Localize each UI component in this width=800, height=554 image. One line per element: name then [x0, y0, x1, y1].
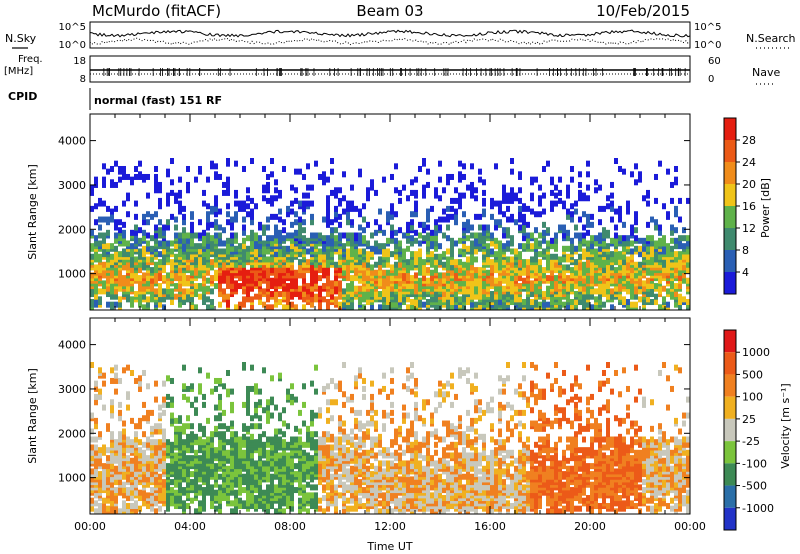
cpid-label: CPID — [8, 90, 37, 103]
colorbar-tick-label: 4 — [742, 266, 749, 279]
y-tick-label: 2000 — [58, 223, 86, 236]
x-tick-label: 16:00 — [474, 520, 506, 533]
colorbar-swatch — [724, 162, 736, 184]
nsky-trace — [89, 29, 691, 46]
colorbar-swatch — [724, 330, 736, 353]
colorbar-tick-label: 500 — [742, 368, 763, 381]
colorbar-tick-label: 100 — [742, 391, 763, 404]
colorbar-tick-label: 24 — [742, 156, 756, 169]
colorbar-tick-label: -1000 — [742, 502, 774, 515]
colorbar-swatch — [724, 250, 736, 272]
nsky-label: N.Sky — [5, 32, 37, 45]
nsearch-label: N.Search — [746, 32, 796, 45]
x-tick-label: 08:00 — [274, 520, 306, 533]
freq-tick-top: 18 — [73, 56, 86, 67]
station-title: McMurdo (fitACF) — [92, 2, 221, 20]
y-tick-label: 2000 — [58, 427, 86, 440]
y-tick-label: 1000 — [58, 472, 86, 485]
colorbar-swatch — [724, 396, 736, 419]
nsky-strip — [89, 21, 691, 49]
freq-strip — [89, 55, 691, 83]
velocity-axes: 1000 2000 3000 4000 00:00 04:00 08:00 12:00 16:0… — [58, 318, 706, 533]
colorbar-swatch — [724, 418, 736, 442]
colorbar-swatch — [724, 184, 736, 206]
freq-label: Freq. — [18, 54, 43, 65]
nsearch-tick-bottom: 10^0 — [694, 40, 721, 51]
nsky-tick-top: 10^5 — [59, 22, 86, 33]
colorbar-swatch — [724, 228, 736, 250]
colorbar-tick-label: 8 — [742, 244, 749, 257]
colorbar-tick-label: 20 — [742, 178, 756, 191]
nave-tick-top: 60 — [708, 56, 721, 67]
colorbar-tick-label: 28 — [742, 134, 756, 147]
nsky-tick-bottom: 10^0 — [59, 40, 86, 51]
y-tick-label: 4000 — [58, 339, 86, 352]
nsearch-tick-top: 10^5 — [694, 22, 721, 33]
colorbar-tick-label: -25 — [742, 435, 760, 448]
y-tick-label: 3000 — [58, 383, 86, 396]
colorbar-swatch — [724, 485, 736, 508]
velocity-colorbar-title: Velocity [m s⁻¹] — [779, 383, 792, 468]
x-tick-label: 00:00 — [74, 520, 106, 533]
colorbar-tick-label: 1000 — [742, 346, 770, 359]
colorbar-swatch — [724, 272, 736, 294]
colorbar-tick-label: -100 — [742, 457, 767, 470]
y-tick-label: 4000 — [58, 135, 86, 148]
power-colorbar-title: Power [dB] — [759, 178, 772, 238]
power-colorbar: 28 24 20 16 12 8 4 — [723, 117, 756, 295]
y-tick-label: 3000 — [58, 179, 86, 192]
colorbar-swatch — [724, 463, 736, 486]
velocity-ylabel: Slant Range [km] — [26, 368, 39, 464]
date-title: 10/Feb/2015 — [596, 2, 690, 20]
colorbar-tick-label: -500 — [742, 480, 767, 493]
beam-title: Beam 03 — [356, 2, 423, 20]
velocity-heatmap — [90, 362, 690, 515]
colorbar-tick-label: 25 — [742, 413, 756, 426]
colorbar-swatch — [724, 352, 736, 375]
colorbar-tick-label: 12 — [742, 222, 756, 235]
x-tick-label: 20:00 — [574, 520, 606, 533]
colorbar-swatch — [724, 118, 736, 140]
cpid-value: normal (fast) 151 RF — [94, 94, 222, 107]
colorbar-tick-label: 16 — [742, 200, 756, 213]
freq-unit: [MHz] — [4, 66, 33, 77]
x-axis-label: Time UT — [366, 540, 412, 553]
freq-trace — [90, 68, 690, 76]
colorbar-swatch — [724, 206, 736, 228]
power-ylabel: Slant Range [km] — [26, 164, 39, 260]
velocity-colorbar: 1000 500 100 25 -25 -100 -500 -1000 — [723, 329, 774, 531]
x-tick-label: 00:00 — [674, 520, 706, 533]
colorbar-swatch — [724, 374, 736, 397]
freq-tick-bottom: 8 — [80, 74, 86, 85]
colorbar-swatch — [724, 441, 736, 464]
x-tick-label: 12:00 — [374, 520, 406, 533]
power-axes: 1000 2000 3000 4000 — [58, 114, 691, 310]
nave-label: Nave — [752, 66, 780, 79]
colorbar-swatch — [724, 507, 736, 530]
colorbar-swatch — [724, 140, 736, 162]
x-tick-label: 04:00 — [174, 520, 206, 533]
nave-tick-bottom: 0 — [708, 74, 714, 85]
y-tick-label: 1000 — [58, 268, 86, 281]
power-heatmap — [90, 158, 690, 311]
